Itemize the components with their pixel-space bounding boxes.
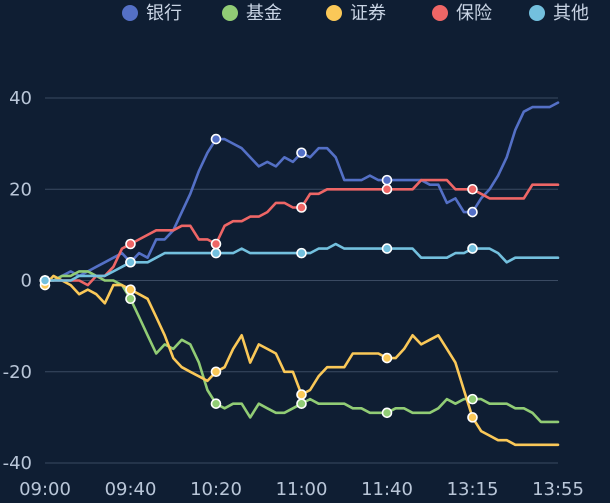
data-point <box>381 174 393 186</box>
legend-item-0[interactable]: 银行 <box>122 3 182 24</box>
legend-marker-icon <box>122 5 138 21</box>
data-point <box>467 412 478 423</box>
data-point <box>467 243 478 254</box>
legend-item-2[interactable]: 证券 <box>326 3 386 24</box>
data-point <box>296 147 307 159</box>
data-point <box>39 275 51 286</box>
data-point <box>381 243 393 254</box>
data-point <box>381 183 393 195</box>
series-markers <box>39 133 478 423</box>
legend-label: 基金 <box>246 3 282 24</box>
x-tick-label: 11:40 <box>361 479 413 500</box>
data-point <box>125 238 136 250</box>
data-point <box>125 284 136 295</box>
x-axis-ticks: 09:00 09:40 10:20 11:00 11:40 13:15 13:55 <box>19 479 584 500</box>
x-tick-label: 09:40 <box>105 479 157 500</box>
legend-label: 银行 <box>146 3 182 24</box>
data-point <box>296 202 307 213</box>
legend: 银行 基金 证券 保险 其他 <box>122 3 589 24</box>
series-line-2 <box>43 274 560 447</box>
data-point <box>381 407 393 419</box>
data-point <box>125 256 136 268</box>
legend-label: 保险 <box>456 3 492 24</box>
data-point <box>210 398 222 409</box>
data-point <box>467 206 478 218</box>
legend-marker-icon <box>222 5 238 21</box>
data-point <box>296 389 307 400</box>
data-point <box>125 293 136 305</box>
legend-label: 证券 <box>350 3 386 24</box>
legend-item-4[interactable]: 其他 <box>529 3 589 24</box>
data-point <box>467 393 478 405</box>
data-point <box>210 133 222 145</box>
y-tick-label: -40 <box>3 453 32 474</box>
legend-label: 其他 <box>553 3 589 24</box>
x-tick-label: 11:00 <box>276 479 328 500</box>
x-tick-label: 10:20 <box>190 479 242 500</box>
y-tick-label: 20 <box>9 179 32 200</box>
y-tick-label: 40 <box>9 88 32 109</box>
data-point <box>381 352 393 364</box>
data-point <box>210 247 222 259</box>
y-axis-ticks: 40 20 0 -20 -40 <box>3 88 32 474</box>
data-point <box>210 238 222 250</box>
x-tick-label: 13:55 <box>532 479 584 500</box>
legend-marker-icon <box>432 5 448 21</box>
series-line-3 <box>43 178 560 287</box>
data-point <box>467 183 478 195</box>
y-tick-label: 0 <box>21 271 32 292</box>
legend-item-3[interactable]: 保险 <box>432 3 492 24</box>
data-point <box>210 366 222 378</box>
legend-marker-icon <box>326 5 342 21</box>
legend-item-1[interactable]: 基金 <box>222 3 282 24</box>
y-tick-label: -20 <box>3 362 32 383</box>
legend-marker-icon <box>529 5 545 21</box>
data-point <box>296 247 307 259</box>
x-tick-label: 09:00 <box>19 479 71 500</box>
data-point <box>296 398 307 409</box>
x-tick-label: 13:15 <box>447 479 499 500</box>
